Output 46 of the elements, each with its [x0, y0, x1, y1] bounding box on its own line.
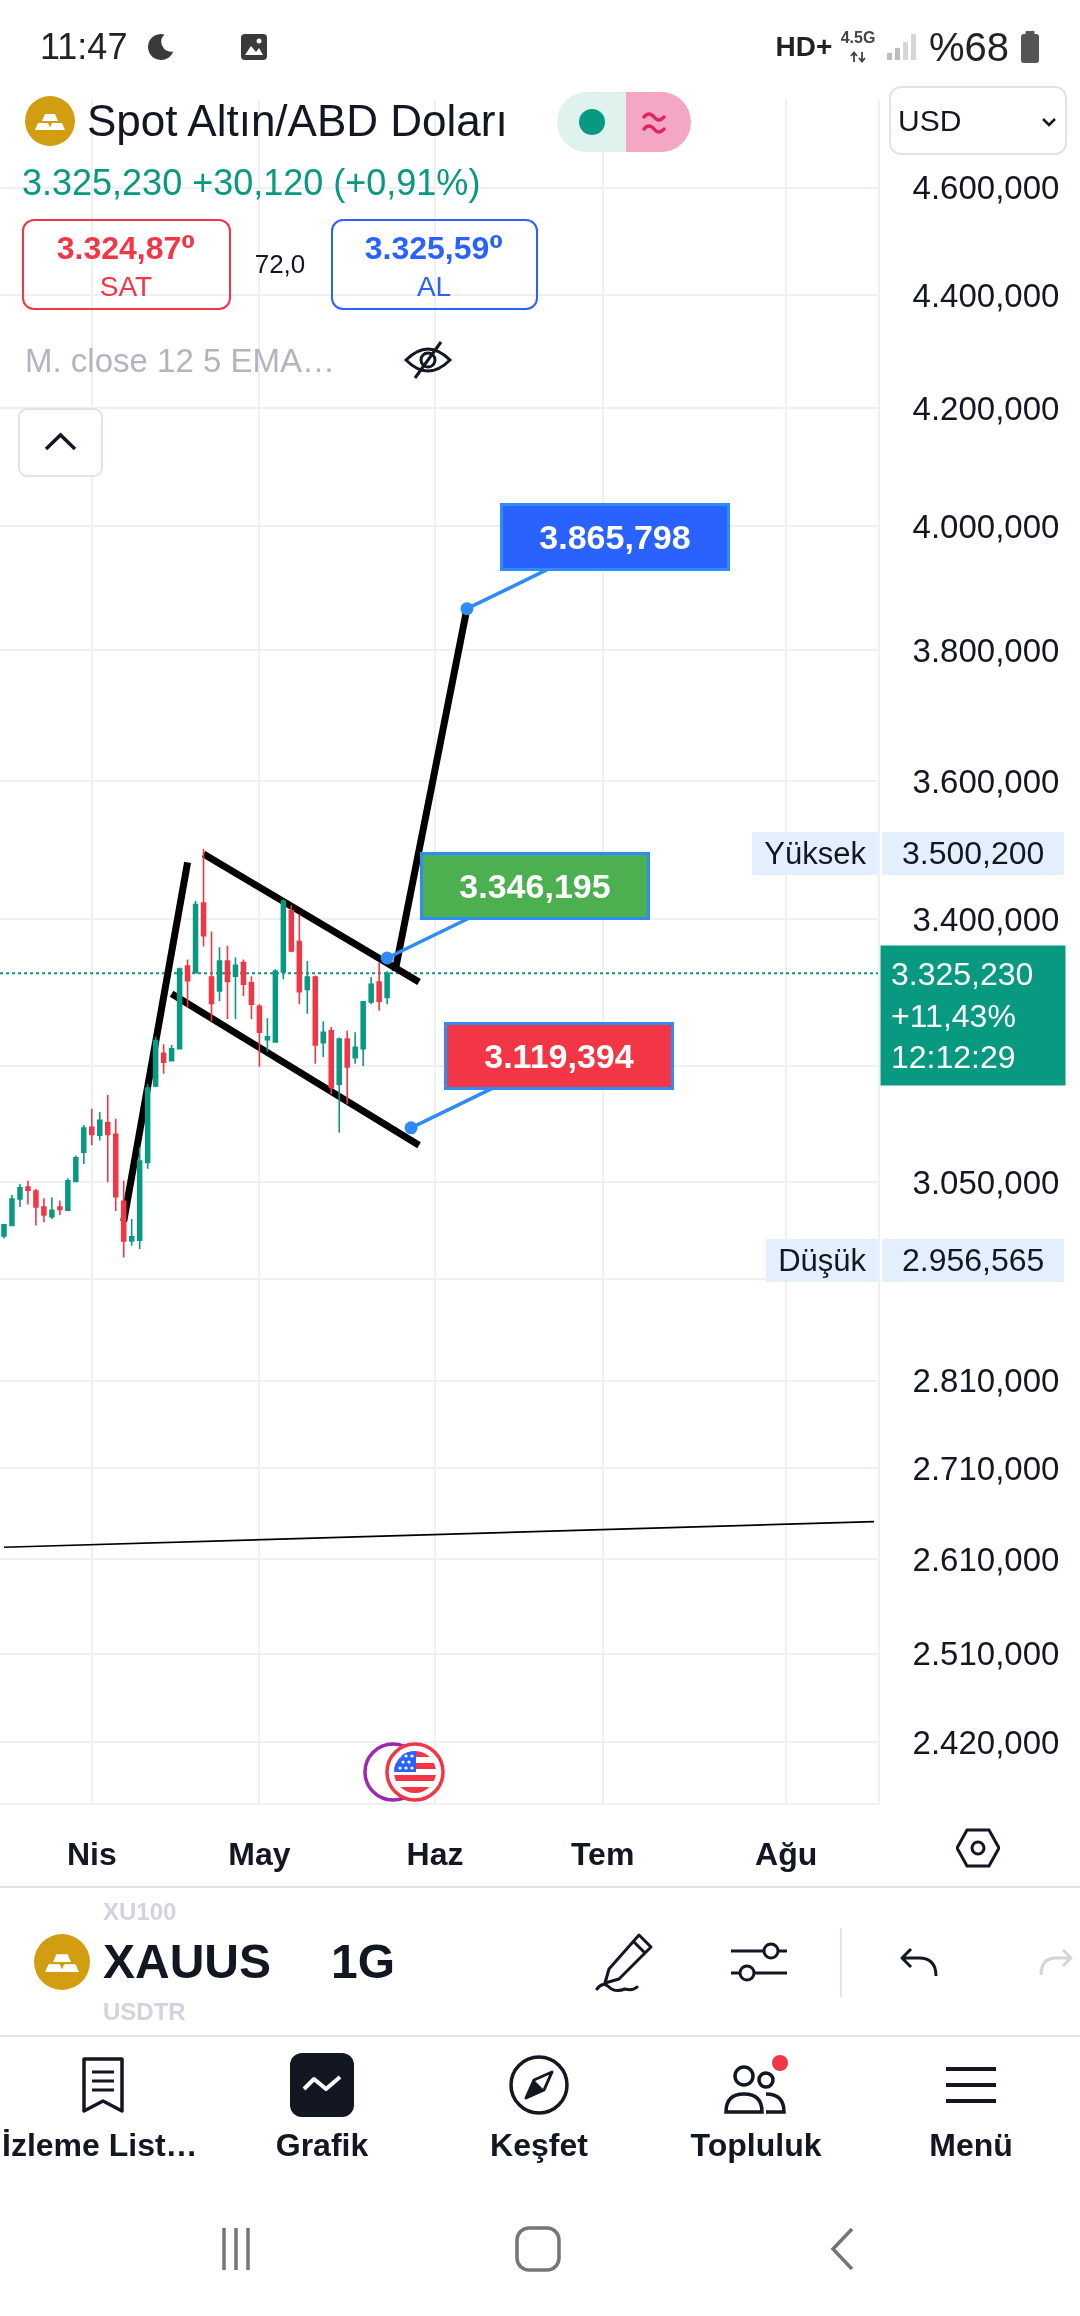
y-tick-label: 4.600,000: [912, 169, 1060, 207]
annotation: 3.325,59⁰: [364, 230, 504, 266]
y-tick-label: 2.810,000: [912, 1362, 1060, 1400]
y-tick-label: 3.600,000: [912, 762, 1060, 800]
text: 3.500,200: [882, 831, 1064, 875]
annotation: AL: [416, 271, 452, 302]
text: Grafik: [275, 2127, 369, 2163]
x-tick-label: May: [228, 1836, 291, 1873]
text: XAUUS: [103, 1935, 272, 1988]
text: Topluluk: [690, 2127, 822, 2163]
y-tick-label: 3.800,000: [912, 631, 1060, 669]
y-tick-label: 4.200,000: [912, 389, 1060, 427]
y-tick-label: 2.610,000: [912, 1540, 1060, 1578]
data-label: 3.119,394: [484, 1037, 634, 1075]
text: Keşfet: [490, 2127, 588, 2163]
text: 4.5G: [840, 29, 876, 46]
y-tick-label: 3.400,000: [912, 900, 1060, 938]
x-tick-label: Tem: [570, 1836, 635, 1873]
y-tick-label: 4.000,000: [912, 507, 1060, 545]
data-label: 3.346,195: [459, 867, 611, 905]
data-label: 3.865,798: [539, 518, 691, 556]
text: 3.325,230 +30,120 (+0,91%): [22, 162, 481, 203]
chart-title: Spot Altın/ABD Doları: [87, 96, 508, 145]
annotation: 3.324,87⁰: [56, 230, 196, 266]
text: 11:47: [40, 26, 128, 67]
y-tick-label: 2.420,000: [912, 1723, 1060, 1761]
y-tick-label: 4.400,000: [912, 276, 1060, 314]
text: HD+: [775, 31, 833, 62]
x-tick-label: Nis: [66, 1836, 117, 1873]
x-tick-label: Haz: [406, 1836, 464, 1873]
annotation: Düşük: [766, 1238, 878, 1282]
text: %68: [929, 25, 1010, 69]
y-tick-label: 3.050,000: [912, 1163, 1060, 1201]
annotation: SAT: [99, 271, 153, 302]
annotation: 72,0: [254, 249, 306, 279]
ref-line-label: 3.325,230 +11,43% 12:12:29: [891, 956, 1034, 1076]
text: USD: [898, 104, 962, 137]
annotation: Yüksek: [752, 831, 878, 875]
text: 1G: [331, 1935, 396, 1988]
text: İzleme List…: [2, 2127, 198, 2163]
y-tick-label: 2.510,000: [912, 1635, 1060, 1673]
x-tick-label: Ağu: [755, 1836, 818, 1873]
y-tick-label: 2.710,000: [912, 1449, 1060, 1487]
text: 2.956,565: [882, 1238, 1064, 1282]
text: Menü: [929, 2127, 1013, 2163]
annotation: M. close 12 5 EMA…: [25, 341, 335, 379]
